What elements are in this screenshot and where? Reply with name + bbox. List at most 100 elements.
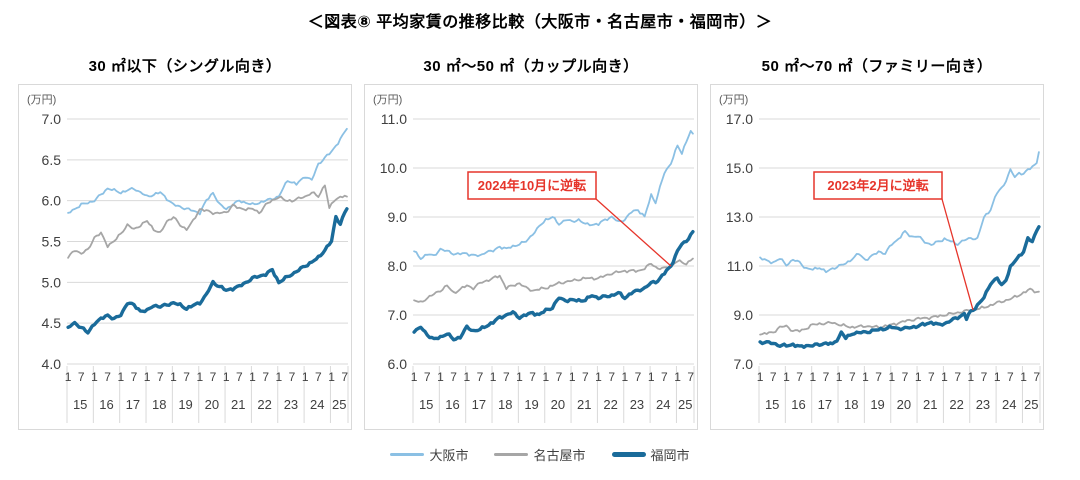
chart-2-month-label: 1 bbox=[569, 370, 576, 384]
chart-3-month-label: 7 bbox=[770, 370, 777, 384]
chart-3-month-label: 7 bbox=[849, 370, 856, 384]
chart-1-month-label: 7 bbox=[289, 370, 296, 384]
chart-2-series-nagoya-line bbox=[413, 257, 694, 303]
chart-1-year-label: 22 bbox=[257, 397, 271, 412]
chart-1-month-label: 1 bbox=[223, 370, 230, 384]
chart-1-month-label: 1 bbox=[144, 370, 151, 384]
legend-item-nagoya: 名古屋市 bbox=[494, 445, 586, 464]
chart-2-month-label: 1 bbox=[622, 370, 629, 384]
chart-3-ytick-label: 15.0 bbox=[726, 160, 753, 176]
chart-3-month-label: 7 bbox=[981, 370, 988, 384]
legend-item-fukuoka: 福岡市 bbox=[611, 445, 690, 464]
chart-3-series-fukuoka-line bbox=[758, 225, 1041, 349]
chart-1-month-label: 7 bbox=[236, 370, 243, 384]
chart-3-month-label: 7 bbox=[928, 370, 935, 384]
chart-2-annotation-box bbox=[467, 171, 597, 200]
chart-1-panel: 7.0 6.5 6.0 5.5 5.0 4.5 4.0 (万円) 1 7 15 1 7 16 1 7 17 1 7 1… bbox=[18, 84, 352, 430]
chart-3-year-label: 22 bbox=[949, 397, 963, 412]
chart-3-month-label: 1 bbox=[941, 370, 948, 384]
chart-2-panel: 11.0 10.0 9.0 8.0 7.0 6.0 (万円) 1 7 15 1 7 16 1 7 17 1 7 18… bbox=[364, 84, 698, 430]
chart-3-title: 50 ㎡～70 ㎡（ファミリー向き） bbox=[761, 58, 993, 75]
chart-1-series-nagoya-line bbox=[67, 184, 348, 259]
chart-3-month-label: 1 bbox=[1020, 370, 1027, 384]
chart-2-year-label: 15 bbox=[419, 397, 433, 412]
chart-3-ytick-label: 17.0 bbox=[726, 111, 753, 127]
chart-3-month-label: 1 bbox=[783, 370, 790, 384]
chart-2-month-label: 7 bbox=[608, 370, 615, 384]
chart-1-month-label: 1 bbox=[302, 370, 309, 384]
chart-3-annotation-box bbox=[813, 171, 943, 200]
chart-3-month-label: 1 bbox=[757, 370, 764, 384]
chart-2-year-label: 17 bbox=[472, 397, 486, 412]
chart-3-month-label: 1 bbox=[994, 370, 1001, 384]
chart-3-ytick-label: 9.0 bbox=[734, 307, 754, 323]
chart-3-year-label: 20 bbox=[897, 397, 911, 412]
chart-3-annotation-pointer bbox=[941, 198, 974, 311]
chart-1-year-label: 16 bbox=[99, 397, 113, 412]
chart-2-month-label: 7 bbox=[424, 370, 431, 384]
chart-2-series-fukuoka-line bbox=[412, 230, 695, 342]
charts-row: 30 ㎡以下（シングル向き） 7.0 6.5 6.0 5.5 5.0 4.5 4.0 (万円) 1… bbox=[18, 54, 1044, 430]
chart-2-ytick-label: 9.0 bbox=[388, 209, 408, 225]
chart-2-year-label: 18 bbox=[498, 397, 512, 412]
chart-1-year-label: 18 bbox=[152, 397, 166, 412]
chart-2-month-label: 1 bbox=[437, 370, 444, 384]
chart-2-month-label: 1 bbox=[463, 370, 470, 384]
chart-3-month-label: 7 bbox=[954, 370, 961, 384]
chart-1-month-label: 1 bbox=[170, 370, 177, 384]
chart-3-year-label: 23 bbox=[976, 397, 990, 412]
chart-1-ytick-label: 5.0 bbox=[42, 274, 62, 290]
chart-1-ytick-label: 6.0 bbox=[42, 193, 62, 209]
chart-1-year-label: 25 bbox=[332, 397, 346, 412]
chart-1-series-fukuoka-line bbox=[66, 207, 349, 335]
chart-1-month-label: 1 bbox=[249, 370, 256, 384]
chart-3-year-label: 18 bbox=[844, 397, 858, 412]
chart-1-month-label: 7 bbox=[78, 370, 85, 384]
chart-1-ytick-label: 4.5 bbox=[42, 315, 62, 331]
chart-3-ytick-label: 7.0 bbox=[734, 356, 754, 372]
chart-2-month-label: 1 bbox=[648, 370, 655, 384]
chart-2-ytick-label: 8.0 bbox=[388, 258, 408, 274]
chart-2-month-label: 7 bbox=[503, 370, 510, 384]
chart-3-month-label: 7 bbox=[1033, 370, 1040, 384]
chart-2-unit-label: (万円) bbox=[373, 94, 402, 106]
chart-2-year-label: 16 bbox=[445, 397, 459, 412]
chart-2-month-label: 7 bbox=[477, 370, 484, 384]
legend-label-nagoya: 名古屋市 bbox=[533, 448, 586, 463]
chart-3-year-label: 15 bbox=[765, 397, 779, 412]
chart-3-annotation-text: 2023年2月に逆転 bbox=[827, 178, 928, 193]
chart-3-series-nagoya-line bbox=[759, 287, 1040, 336]
chart-1-ytick-label: 6.5 bbox=[42, 152, 62, 168]
chart-2-year-label: 22 bbox=[603, 397, 617, 412]
chart-3-year-label: 17 bbox=[818, 397, 832, 412]
chart-1-year-label: 21 bbox=[231, 397, 245, 412]
chart-2-month-label: 1 bbox=[411, 370, 418, 384]
chart-1-month-label: 1 bbox=[65, 370, 72, 384]
chart-2-annotation-text: 2024年10月に逆転 bbox=[478, 178, 586, 193]
legend-swatch-fukuoka bbox=[611, 452, 646, 457]
chart-3-month-label: 1 bbox=[809, 370, 816, 384]
chart-1-series-osaka-line bbox=[67, 127, 348, 216]
chart-3-month-label: 1 bbox=[968, 370, 975, 384]
chart-3-year-label: 19 bbox=[870, 397, 884, 412]
chart-3-month-label: 7 bbox=[902, 370, 909, 384]
chart-2-month-label: 1 bbox=[595, 370, 602, 384]
chart-1: 30 ㎡以下（シングル向き） 7.0 6.5 6.0 5.5 5.0 4.5 4.0 (万円) 1… bbox=[18, 54, 352, 430]
chart-3-month-label: 7 bbox=[875, 370, 882, 384]
chart-3-month-label: 7 bbox=[823, 370, 830, 384]
chart-2-ytick-label: 11.0 bbox=[381, 111, 407, 127]
chart-3-month-label: 1 bbox=[836, 370, 843, 384]
chart-3: 50 ㎡～70 ㎡（ファミリー向き） 17.0 15.0 13.0 11.0 9.0 7.0… bbox=[710, 54, 1044, 430]
chart-2-year-label: 23 bbox=[630, 397, 644, 412]
chart-1-month-label: 1 bbox=[117, 370, 124, 384]
chart-3-unit-label: (万円) bbox=[719, 94, 748, 106]
chart-3-year-label: 24 bbox=[1002, 397, 1016, 412]
chart-3-month-label: 1 bbox=[915, 370, 922, 384]
chart-1-month-label: 7 bbox=[104, 370, 111, 384]
chart-3-month-label: 7 bbox=[1007, 370, 1014, 384]
chart-3-month-label: 7 bbox=[796, 370, 803, 384]
chart-3-month-label: 1 bbox=[888, 370, 895, 384]
